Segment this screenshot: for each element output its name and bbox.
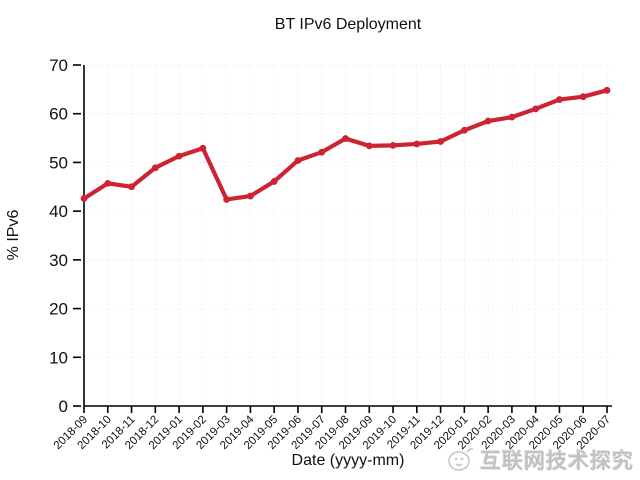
svg-text:60: 60 xyxy=(49,105,68,124)
svg-text:70: 70 xyxy=(49,56,68,75)
svg-text:50: 50 xyxy=(49,153,68,172)
svg-text:10: 10 xyxy=(49,348,68,367)
svg-text:0: 0 xyxy=(59,397,68,416)
svg-text:20: 20 xyxy=(49,300,68,319)
svg-text:30: 30 xyxy=(49,251,68,270)
chart-title: BT IPv6 Deployment xyxy=(274,16,422,33)
x-axis-title: Date (yyyy-mm) xyxy=(291,452,405,469)
svg-text:40: 40 xyxy=(49,202,68,221)
